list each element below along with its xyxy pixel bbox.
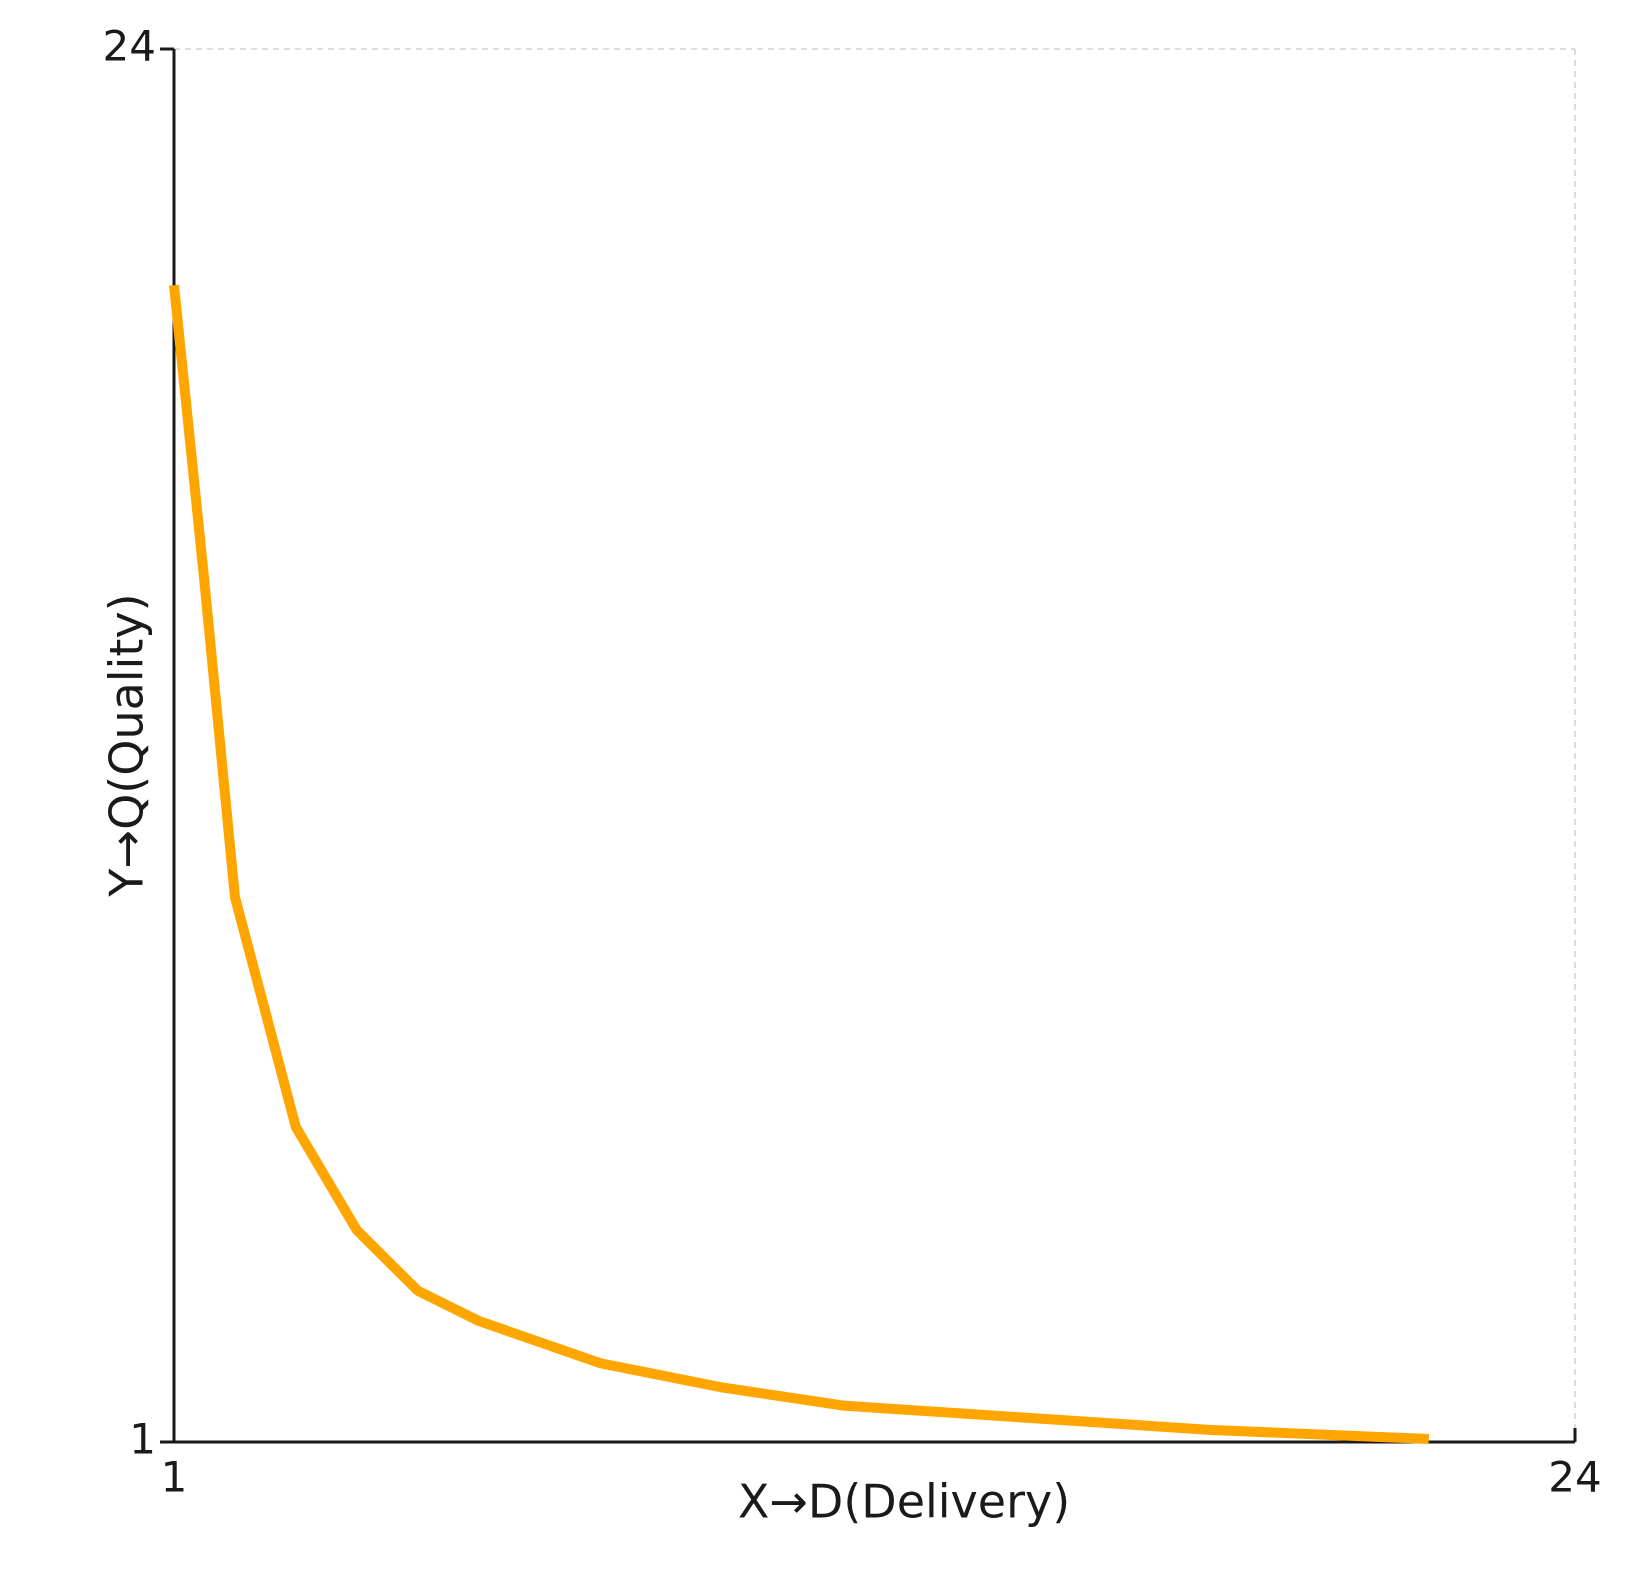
x-axis-label: X→D(Delivery) bbox=[738, 1475, 1070, 1529]
x-tick-label: 24 bbox=[1548, 1453, 1601, 1502]
y-tick-label: 1 bbox=[129, 1415, 156, 1464]
data-line bbox=[169, 284, 1430, 1444]
y-tick-label: 24 bbox=[103, 22, 156, 71]
y-axis-label: Y→Q(Quality) bbox=[100, 593, 154, 897]
x-tick-label: 1 bbox=[161, 1453, 188, 1502]
